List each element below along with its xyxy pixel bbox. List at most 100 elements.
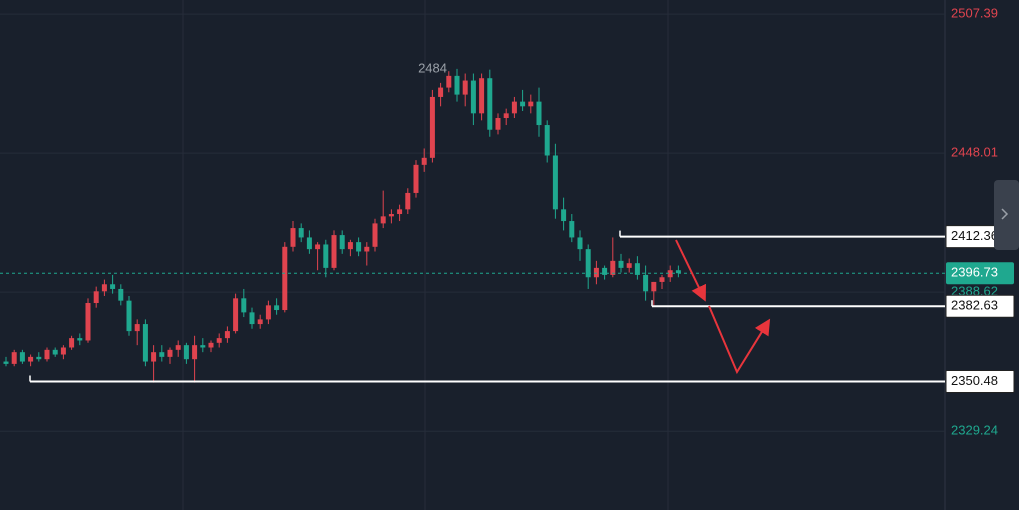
candle-body — [151, 352, 157, 362]
candle-body — [257, 319, 263, 325]
candle-body — [446, 75, 452, 88]
last-price-label: 2396.73 — [951, 265, 998, 280]
candle-body — [347, 242, 353, 250]
grid — [0, 13, 945, 432]
candle-body — [462, 80, 468, 95]
candle-body — [101, 284, 107, 292]
candle-body — [479, 78, 485, 114]
candle-body — [610, 260, 616, 275]
candle-body — [561, 209, 567, 222]
candle-body — [634, 263, 640, 275]
candle-body — [511, 101, 517, 114]
candle-body — [323, 244, 329, 268]
candle-body — [339, 235, 345, 250]
candle-body — [126, 300, 132, 332]
candle-body — [142, 324, 148, 362]
candle-body — [134, 324, 140, 332]
candle-body — [241, 298, 247, 313]
candle-body — [397, 209, 403, 215]
candle-body — [110, 284, 116, 289]
candle-body — [36, 356, 42, 360]
candle-body — [618, 260, 624, 268]
candle-body — [192, 345, 198, 360]
candle-body — [159, 352, 165, 357]
candle-body — [44, 349, 50, 360]
candle-body — [274, 305, 280, 311]
candle-body — [167, 349, 173, 357]
candle-body — [372, 223, 378, 247]
candle-body — [85, 303, 91, 341]
candle-body — [569, 221, 575, 238]
annotation-arrows — [675, 239, 771, 375]
candle-body — [28, 356, 34, 362]
candle-body — [429, 96, 435, 158]
candle-body — [306, 237, 312, 250]
level-label: 2382.63 — [951, 298, 998, 313]
candle-body — [421, 157, 427, 165]
candle-body — [536, 101, 542, 126]
arrow — [675, 239, 706, 302]
candle-body — [200, 345, 206, 348]
candle-body — [503, 113, 509, 119]
candle-body — [298, 228, 304, 238]
candle-body — [602, 267, 608, 275]
candle-body — [77, 338, 83, 341]
candle-body — [454, 75, 460, 95]
candle-body — [585, 249, 591, 278]
y-tick-label: 2507.39 — [951, 6, 998, 21]
candle-body — [175, 345, 181, 350]
candle-body — [675, 270, 681, 274]
price-axis: 2507.392448.012388.622329.242396.732412.… — [945, 6, 1015, 438]
level-box — [945, 294, 1015, 318]
candle-body — [290, 228, 296, 247]
candle-body — [413, 164, 419, 193]
plot: 2484 — [0, 60, 945, 383]
candle-body — [577, 237, 583, 250]
candle-body — [265, 305, 271, 320]
candle-body — [19, 352, 25, 362]
y-tick-label: 2448.01 — [951, 145, 998, 160]
candle-body — [552, 155, 558, 210]
arrow — [708, 305, 771, 375]
scroll-icon — [1001, 208, 1009, 220]
candle-body — [60, 347, 66, 355]
candle-body — [495, 118, 501, 130]
candle-body — [487, 78, 493, 130]
candle-body — [11, 352, 17, 364]
last-price-box — [946, 262, 1014, 285]
candle-body — [118, 288, 124, 301]
y-tick-label: 2329.24 — [951, 423, 998, 438]
candle-body — [364, 246, 370, 252]
candle-body — [528, 101, 534, 107]
candle-body — [216, 338, 222, 343]
candle-body — [69, 338, 75, 348]
level-label: 2412.36 — [951, 228, 998, 243]
candle-body — [643, 274, 649, 292]
candle-body — [183, 345, 189, 360]
level-label: 2350.48 — [951, 373, 998, 388]
candle-body — [331, 235, 337, 268]
candle-body — [667, 270, 673, 278]
candle-body — [282, 246, 288, 311]
candle-body — [3, 361, 9, 364]
candle-body — [388, 214, 394, 217]
candle-body — [356, 242, 362, 252]
candle-body — [315, 244, 321, 250]
candle-body — [544, 125, 550, 156]
candle-body — [52, 349, 58, 355]
candle-body — [593, 267, 599, 278]
level-box — [945, 369, 1015, 393]
candle-body — [659, 277, 665, 282]
candle-body — [208, 342, 214, 348]
candle-body — [470, 80, 476, 114]
candle-body — [380, 216, 386, 224]
high-label: 2484 — [418, 60, 447, 75]
candle-body — [520, 101, 526, 107]
candle-body — [224, 331, 230, 339]
candle-body — [233, 298, 239, 332]
candle-body — [651, 281, 657, 292]
candle-body — [438, 87, 444, 97]
